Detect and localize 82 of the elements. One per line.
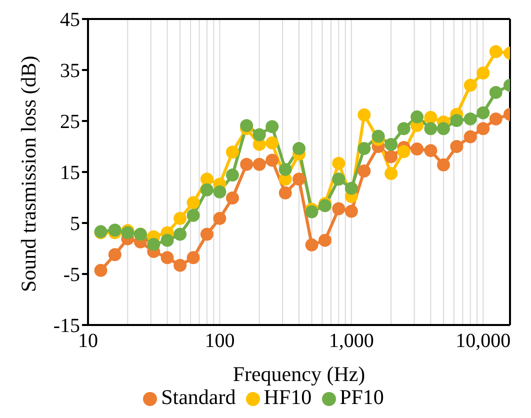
point [174, 228, 187, 241]
legend-label: Standard [161, 385, 236, 409]
point [384, 138, 398, 151]
point [278, 186, 292, 200]
point [252, 158, 266, 171]
point [226, 146, 239, 159]
point [358, 164, 371, 178]
point [384, 150, 398, 164]
point [200, 183, 214, 196]
point [436, 122, 450, 136]
legend-label: HF10 [264, 385, 312, 409]
x-tick-label: 10,000 [456, 330, 511, 352]
point [397, 145, 410, 158]
point [489, 112, 502, 126]
x-axis-title: Frequency (Hz) [232, 362, 366, 386]
point [464, 112, 477, 126]
point [213, 212, 226, 225]
point [358, 108, 371, 122]
point [226, 168, 239, 182]
point [266, 120, 279, 134]
point [332, 172, 346, 186]
point [384, 167, 398, 180]
point [410, 142, 424, 156]
point [397, 122, 410, 136]
point [476, 106, 490, 120]
point [200, 172, 214, 186]
y-tick-label: 15 [60, 162, 80, 184]
point [266, 154, 279, 167]
x-tick-label: 10 [78, 330, 98, 352]
point [424, 110, 438, 124]
point [186, 251, 200, 264]
point [252, 128, 266, 142]
point [226, 192, 239, 205]
y-tick-label: 5 [70, 213, 80, 236]
point [489, 45, 502, 58]
y-tick-label: 45 [60, 9, 80, 32]
point [240, 119, 254, 132]
y-tick-label: -15 [53, 315, 80, 338]
y-tick-label: -5 [63, 264, 80, 286]
point [489, 86, 502, 99]
point [450, 114, 464, 127]
point [160, 234, 174, 247]
point [464, 130, 477, 144]
point [305, 205, 318, 218]
y-axis-title: Sound trasmission loss (dB) [16, 56, 40, 292]
point [344, 204, 358, 218]
point [436, 158, 450, 172]
point [410, 110, 424, 124]
point [108, 224, 122, 237]
point [292, 142, 306, 156]
point [147, 238, 160, 251]
point [94, 264, 108, 277]
point [213, 185, 226, 198]
y-tick-label: 35 [60, 60, 80, 82]
point [424, 122, 438, 136]
point [186, 208, 200, 222]
point [424, 144, 438, 158]
point [464, 78, 477, 92]
legend-label: PF10 [340, 385, 384, 409]
x-tick-label: 1,000 [328, 330, 374, 352]
point [344, 182, 358, 195]
point [292, 172, 306, 186]
point [358, 142, 371, 156]
point [174, 258, 187, 272]
point [200, 228, 214, 241]
point [174, 212, 187, 225]
point [160, 251, 174, 264]
point [266, 136, 279, 150]
point [450, 140, 464, 153]
point [476, 66, 490, 80]
point [305, 238, 318, 252]
y-tick-label: 25 [60, 111, 80, 134]
x-tick-label: 100 [204, 330, 235, 352]
point [318, 234, 332, 247]
point [278, 162, 292, 176]
point [240, 158, 254, 171]
point [108, 248, 122, 262]
point [476, 122, 490, 136]
point [332, 202, 346, 216]
point [186, 196, 200, 210]
point [332, 156, 346, 170]
point [372, 130, 385, 143]
